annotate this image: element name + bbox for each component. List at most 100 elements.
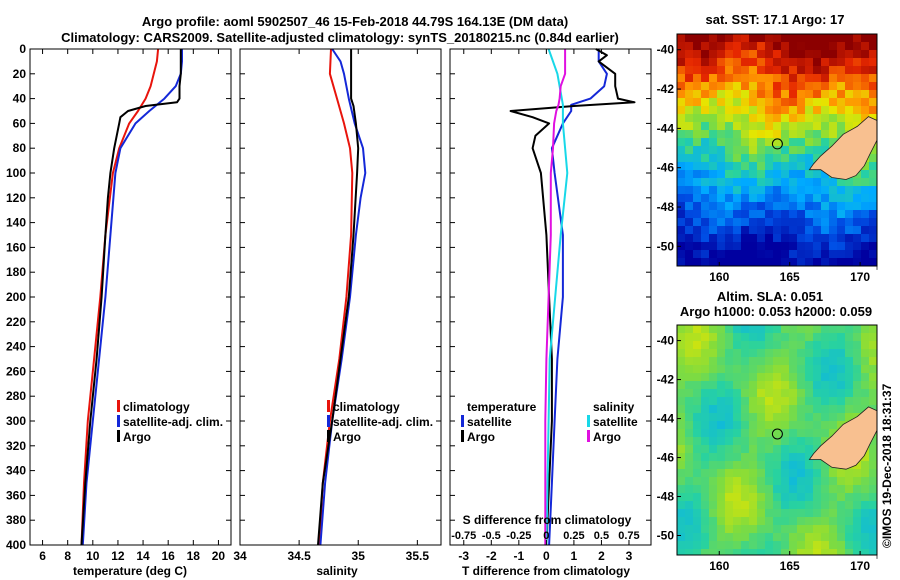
- map-cell: [741, 74, 749, 82]
- map-cell: [749, 226, 757, 234]
- map-cell: [677, 525, 685, 533]
- map-cell: [853, 389, 861, 397]
- map-cell: [725, 421, 733, 429]
- map-cell: [725, 258, 733, 266]
- map-cell: [677, 234, 685, 242]
- map-cell: [813, 325, 821, 333]
- map-cell: [757, 34, 765, 42]
- legend-label-argo: Argo: [123, 430, 151, 444]
- map-cell: [869, 154, 877, 162]
- map-cell: [725, 453, 733, 461]
- map-cell: [693, 437, 701, 445]
- map-cell: [861, 66, 869, 74]
- map-cell: [757, 389, 765, 397]
- map-cell: [701, 365, 709, 373]
- map-cell: [861, 325, 869, 333]
- map-cell: [789, 242, 797, 250]
- map-cell: [861, 34, 869, 42]
- map-cell: [821, 234, 829, 242]
- map-cell: [749, 501, 757, 509]
- map-cell: [869, 341, 877, 349]
- map-cell: [685, 218, 693, 226]
- figure-title-line2: Climatology: CARS2009. Satellite-adjuste…: [61, 30, 619, 45]
- map-cell: [797, 186, 805, 194]
- land-mass: [808, 34, 878, 270]
- map-cell: [829, 357, 837, 365]
- map-cell: [837, 258, 845, 266]
- map-cell: [845, 194, 853, 202]
- map-cell: [733, 453, 741, 461]
- map-cell: [709, 178, 717, 186]
- map-cell: [701, 162, 709, 170]
- map-cell: [685, 34, 693, 42]
- map-cell: [749, 162, 757, 170]
- map-cell: [757, 341, 765, 349]
- map-cell: [741, 50, 749, 58]
- map-cell: [837, 325, 845, 333]
- depth-y-ticks: 0204060801001201401601802002202402602803…: [6, 42, 651, 552]
- x-tick-label: 12: [111, 549, 125, 563]
- map-cell: [693, 82, 701, 90]
- map-cell: [757, 381, 765, 389]
- map-cell: [685, 333, 693, 341]
- map-cell: [805, 66, 813, 74]
- map-cell: [765, 525, 773, 533]
- map-cell: [797, 549, 805, 555]
- map-cell: [701, 34, 709, 42]
- map-cell: [853, 178, 861, 186]
- map-cell: [765, 413, 773, 421]
- map-cell: [805, 533, 813, 541]
- map-cell: [701, 469, 709, 477]
- map-cell: [869, 509, 877, 517]
- map-cell: [765, 493, 773, 501]
- map-cell: [821, 106, 829, 114]
- map-cell: [789, 170, 797, 178]
- map-cell: [717, 90, 725, 98]
- x-tick-label: 8: [64, 549, 71, 563]
- map-cell: [837, 122, 845, 130]
- map-cell: [813, 469, 821, 477]
- map-cell: [749, 549, 757, 555]
- map-cell: [813, 549, 821, 555]
- map-cell: [773, 421, 781, 429]
- map-cell: [749, 42, 757, 50]
- map-cell: [693, 493, 701, 501]
- map-cell: [725, 517, 733, 525]
- map-cell: [677, 210, 685, 218]
- map-cell: [701, 258, 709, 266]
- map-cell: [701, 493, 709, 501]
- map-cell: [709, 493, 717, 501]
- map-cell: [757, 525, 765, 533]
- map-cell: [805, 138, 813, 146]
- map-cell: [845, 389, 853, 397]
- map-cell: [797, 122, 805, 130]
- map-cell: [677, 349, 685, 357]
- map-cell: [821, 242, 829, 250]
- map-cell: [757, 194, 765, 202]
- map-cell: [869, 477, 877, 485]
- map-cell: [717, 381, 725, 389]
- map-cell: [741, 66, 749, 74]
- map-cell: [677, 50, 685, 58]
- map-cell: [757, 42, 765, 50]
- map-cell: [701, 226, 709, 234]
- map-cell: [821, 186, 829, 194]
- map-cell: [805, 186, 813, 194]
- map-cell: [773, 194, 781, 202]
- map-cell: [733, 485, 741, 493]
- map-cell: [741, 517, 749, 525]
- map-cell: [821, 82, 829, 90]
- map-cell: [781, 437, 789, 445]
- map-cell: [821, 533, 829, 541]
- map-cell: [733, 389, 741, 397]
- map-cell: [685, 98, 693, 106]
- map-cell: [765, 194, 773, 202]
- map-cell: [701, 242, 709, 250]
- map-cell: [749, 365, 757, 373]
- map-cell: [693, 218, 701, 226]
- y-tick-label: 60: [13, 116, 27, 130]
- map-cell: [821, 90, 829, 98]
- map-cell: [813, 258, 821, 266]
- map-cell: [789, 405, 797, 413]
- map-cell: [773, 66, 781, 74]
